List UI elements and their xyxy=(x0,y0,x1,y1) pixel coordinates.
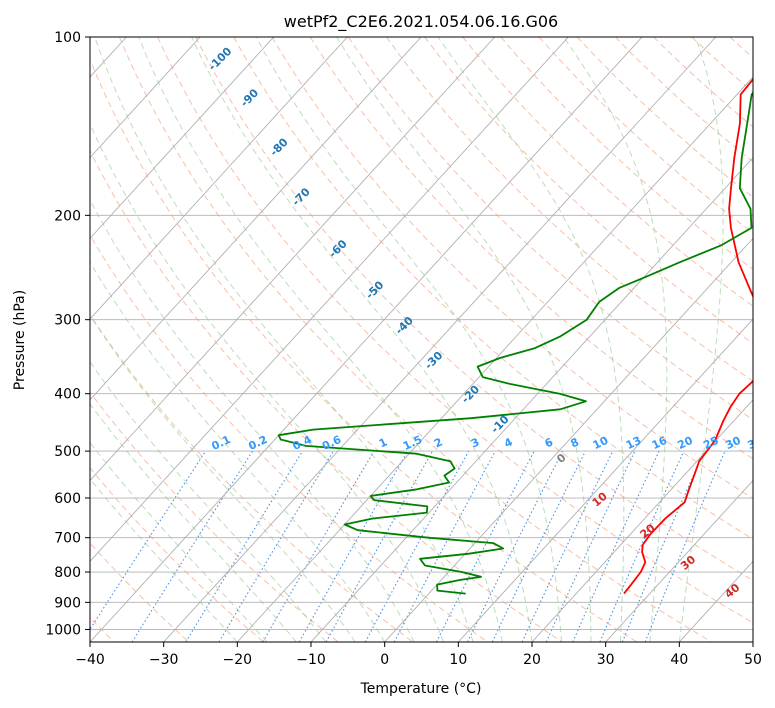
isotherm xyxy=(458,318,753,642)
dry-adiabat xyxy=(90,58,638,642)
y-tick-label: 700 xyxy=(54,531,81,547)
x-tick-label: 30 xyxy=(597,652,615,668)
y-tick-label: 900 xyxy=(54,595,81,611)
mixing-ratio-line xyxy=(467,450,564,642)
isotherm xyxy=(531,399,753,642)
x-tick-label: 0 xyxy=(380,652,389,668)
dewpoint-profile-line xyxy=(277,91,753,595)
dry-adiabat xyxy=(538,37,753,234)
moist-adiabat xyxy=(90,361,327,642)
mixing-ratio-line xyxy=(185,450,304,642)
y-tick-label: 600 xyxy=(54,491,81,507)
x-tick-label: −30 xyxy=(149,652,179,668)
mixing-ratio-line xyxy=(621,450,705,642)
plot-frame xyxy=(89,36,754,643)
isotherm xyxy=(310,156,753,642)
y-tick-label: 200 xyxy=(54,208,81,224)
mixing-ratio-line xyxy=(90,450,207,631)
series-layer xyxy=(277,77,753,595)
isotherm xyxy=(237,76,753,642)
x-tick-label: 20 xyxy=(523,652,541,668)
mixing-ratio-line xyxy=(393,450,496,642)
isotherm xyxy=(90,37,422,401)
moist-adiabat xyxy=(138,37,503,642)
mixing-ratio-label: 16 xyxy=(650,434,670,452)
x-tick-label: 40 xyxy=(670,652,688,668)
dry-adiabat xyxy=(90,149,563,642)
moist-adiabat xyxy=(678,37,724,642)
x-tick-label: 10 xyxy=(449,652,467,668)
moist-adiabat xyxy=(90,261,386,642)
dry-adiabat xyxy=(462,37,753,307)
y-tick-label: 500 xyxy=(54,444,81,460)
dry-adiabat xyxy=(157,37,753,624)
y-tick-label: 100 xyxy=(54,30,81,46)
moist-adiabat xyxy=(90,314,356,642)
dry-adiabat xyxy=(576,37,753,198)
moist-adiabat xyxy=(336,37,592,642)
moist-adiabat xyxy=(90,122,445,642)
moist-adiabat xyxy=(191,37,533,642)
mixing-ratio-label: 25 xyxy=(701,434,720,452)
moist-adiabat xyxy=(90,199,415,642)
mixing-ratio-label: 10 xyxy=(591,434,611,452)
moist-adiabat xyxy=(437,37,625,642)
y-axis-label: Pressure (hPa) xyxy=(12,290,28,390)
isotherm xyxy=(90,37,275,240)
y-tick-label: 800 xyxy=(54,565,81,581)
mixing-ratio-label: 36 xyxy=(746,434,766,452)
isotherm xyxy=(605,479,753,642)
dry-adiabat xyxy=(118,37,712,642)
x-tick-label: −20 xyxy=(223,652,253,668)
dry-adiabat xyxy=(233,37,753,540)
mixing-ratio-label: 20 xyxy=(676,434,696,452)
dry-adiabat xyxy=(195,37,753,582)
x-tick-label: −10 xyxy=(296,652,326,668)
isotherm xyxy=(90,37,348,320)
moist-adiabat xyxy=(563,37,668,642)
y-tick-label: 1000 xyxy=(45,622,81,638)
moist-adiabat xyxy=(255,37,562,642)
mixing-ratio-line xyxy=(364,450,470,642)
axes-layer: −40 −30 −20 −10 0 10 20 30 40 50 100 200 300 400 500 60… xyxy=(45,30,762,668)
mixing-ratio-label: 30 xyxy=(723,434,743,452)
isotherm xyxy=(90,37,201,159)
x-tick-label: −40 xyxy=(75,652,105,668)
isotherm xyxy=(90,37,643,642)
grid-layer xyxy=(90,37,753,642)
isotherm xyxy=(90,37,496,482)
y-tick-label: 400 xyxy=(54,387,81,403)
isotherm xyxy=(163,37,717,642)
x-axis-label: Temperature (°C) xyxy=(360,681,482,697)
dry-adiabat xyxy=(90,234,488,642)
dry-adiabat xyxy=(347,37,753,421)
moist-adiabat xyxy=(90,403,297,642)
mixing-ratio-line xyxy=(131,450,254,642)
temperature-profile-line xyxy=(623,77,753,595)
mixing-ratio-line xyxy=(572,450,660,642)
mixing-ratio-line xyxy=(325,450,433,642)
dry-adiabat xyxy=(90,391,339,642)
dry-adiabat xyxy=(271,37,753,500)
y-tick-label: 300 xyxy=(54,313,81,329)
mixing-ratio-line xyxy=(599,450,685,642)
chart-title: wetPf2_C2E6.2021.054.06.16.G06 xyxy=(284,12,558,32)
mixing-ratio-label: 13 xyxy=(624,434,643,452)
moist-adiabat xyxy=(94,37,474,642)
dry-adiabat xyxy=(386,37,753,382)
x-tick-label: 50 xyxy=(744,652,762,668)
isotherm xyxy=(90,37,569,562)
dry-adiabat xyxy=(424,37,753,344)
